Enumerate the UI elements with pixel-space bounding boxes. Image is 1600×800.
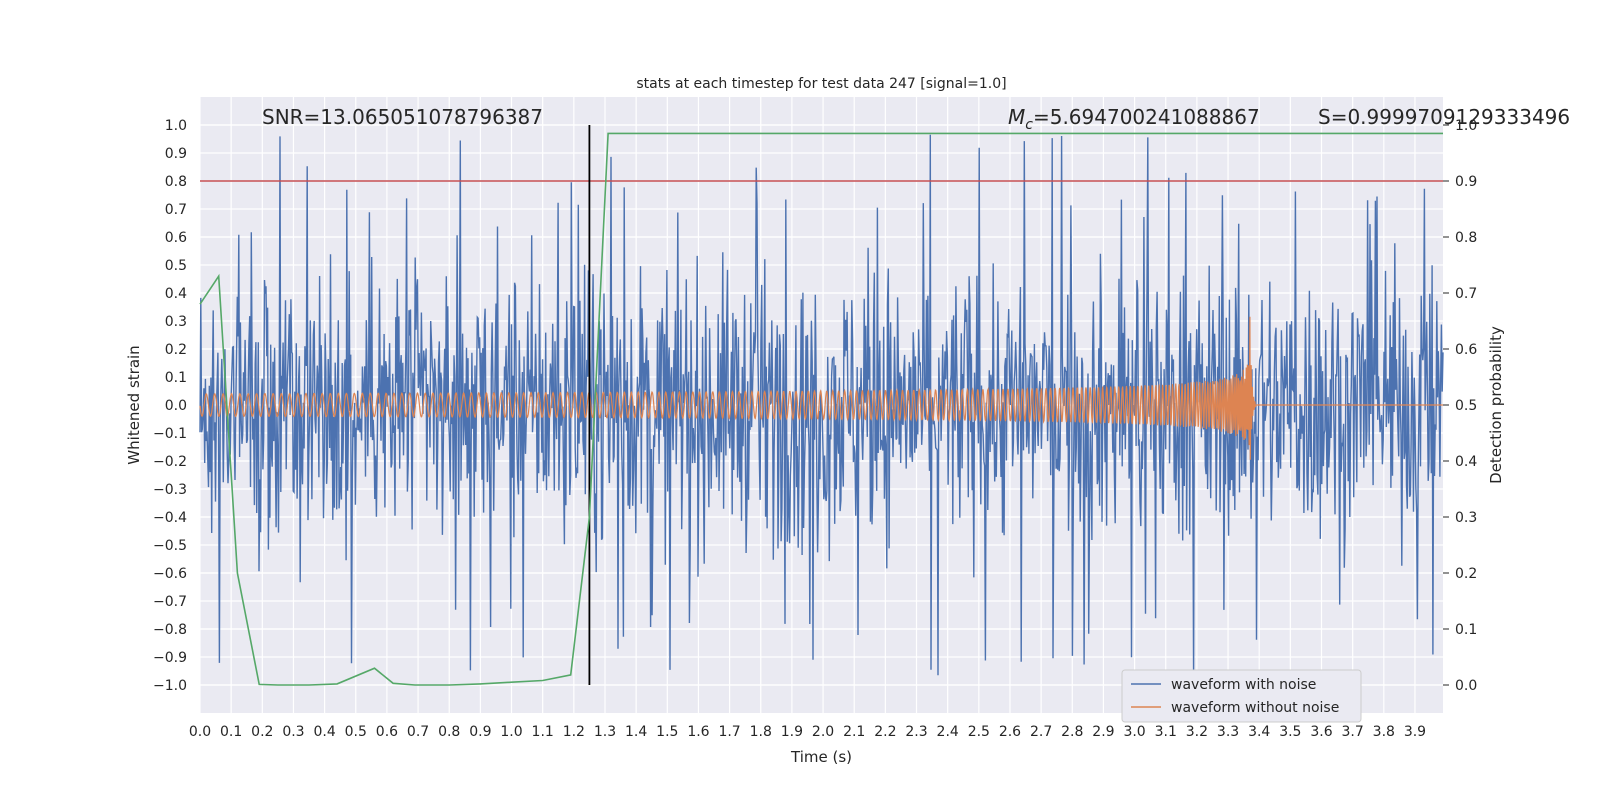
x-tick-label: 0.5 <box>345 724 367 740</box>
x-tick-label: 2.3 <box>905 724 927 740</box>
y2-tick-label: 0.6 <box>1455 342 1477 358</box>
x-tick-label: 2.6 <box>999 724 1021 740</box>
y-tick-label: −0.9 <box>153 650 187 666</box>
x-tick-label: 1.9 <box>781 724 803 740</box>
y-tick-label: −0.3 <box>153 482 187 498</box>
chirp-mass-annotation: Mc=5.694700241088867 <box>1008 105 1260 133</box>
y-tick-label: −0.5 <box>153 538 187 554</box>
x-tick-label: 1.1 <box>532 724 554 740</box>
x-tick-label: 2.8 <box>1061 724 1083 740</box>
y-tick-label: 0.5 <box>165 258 187 274</box>
series-waveform-without-noise <box>199 316 1443 460</box>
x-tick-label: 0.6 <box>376 724 398 740</box>
x-axis-ticks: 0.0 0.1 0.2 0.3 0.4 0.5 0.6 0.7 0.8 0.9 1.0 1.1 1.2 1… <box>189 724 1426 740</box>
x-tick-label: 0.3 <box>282 724 304 740</box>
x-tick-label: 3.8 <box>1373 724 1395 740</box>
x-tick-label: 1.0 <box>500 724 522 740</box>
x-tick-label: 3.4 <box>1248 724 1270 740</box>
x-tick-label: 1.8 <box>750 724 772 740</box>
y-axis-ticks: 1.0 0.9 0.8 0.7 0.6 0.5 0.4 0.3 0.2 0.1 0.0 −0.1 −0.… <box>153 118 187 694</box>
y-tick-label: 0.4 <box>165 286 187 302</box>
x-tick-label: 2.4 <box>937 724 959 740</box>
x-tick-label: 3.0 <box>1123 724 1145 740</box>
x-tick-label: 1.2 <box>563 724 585 740</box>
y2-tick-label: 1.0 <box>1455 118 1477 134</box>
y2-tick-label: 0.1 <box>1455 622 1477 638</box>
y-tick-label: 0.0 <box>165 398 187 414</box>
x-tick-label: 3.2 <box>1186 724 1208 740</box>
y2-tick-label: 0.3 <box>1455 510 1477 526</box>
y2-tick-label: 0.8 <box>1455 230 1477 246</box>
y-tick-label: 0.6 <box>165 230 187 246</box>
x-tick-label: 3.1 <box>1155 724 1177 740</box>
y2-tick-label: 0.4 <box>1455 454 1477 470</box>
y-tick-label: 1.0 <box>165 118 187 134</box>
chirp-mass-value: =5.694700241088867 <box>1033 105 1260 129</box>
x-tick-label: 2.2 <box>874 724 896 740</box>
x-tick-label: 3.6 <box>1310 724 1332 740</box>
y2-axis-label: Detection probability <box>1487 326 1505 484</box>
y-axis-label: Whitened strain <box>125 345 143 464</box>
y-tick-label: −0.4 <box>153 510 187 526</box>
x-tick-label: 2.0 <box>812 724 834 740</box>
x-tick-label: 1.4 <box>625 724 647 740</box>
y2-tick-label: 0.5 <box>1455 398 1477 414</box>
y2-tick-label: 0.0 <box>1455 678 1477 694</box>
x-tick-label: 0.2 <box>251 724 273 740</box>
legend: waveform with noise waveform without noi… <box>1121 669 1362 723</box>
legend-label-waveform-with-noise: waveform with noise <box>1171 677 1316 693</box>
x-tick-label: 2.7 <box>1030 724 1052 740</box>
x-tick-label: 1.3 <box>594 724 616 740</box>
y-tick-label: 0.2 <box>165 342 187 358</box>
series-detection-probability <box>199 132 1443 686</box>
y2-axis-ticks: 1.0 0.9 0.8 0.7 0.6 0.5 0.4 0.3 0.2 0.1 0.0 <box>1443 118 1477 694</box>
detection-probability-line <box>199 132 1443 686</box>
x-tick-label: 1.6 <box>687 724 709 740</box>
x-tick-label: 0.1 <box>220 724 242 740</box>
x-tick-label: 3.3 <box>1217 724 1239 740</box>
y-tick-label: −0.7 <box>153 594 187 610</box>
x-axis-label: Time (s) <box>790 748 852 766</box>
x-tick-label: 0.7 <box>407 724 429 740</box>
y-tick-label: 0.1 <box>165 370 187 386</box>
y-tick-label: −0.8 <box>153 622 187 638</box>
y-tick-label: 0.3 <box>165 314 187 330</box>
legend-box <box>1121 669 1362 723</box>
x-tick-label: 2.5 <box>968 724 990 740</box>
x-tick-label: 3.9 <box>1404 724 1426 740</box>
y-tick-label: 0.7 <box>165 202 187 218</box>
y-tick-label: −0.1 <box>153 426 187 442</box>
x-tick-label: 0.8 <box>438 724 460 740</box>
x-tick-label: 2.1 <box>843 724 865 740</box>
y2-tick-label: 0.9 <box>1455 174 1477 190</box>
chirp-mass-subscript: c <box>1025 117 1033 133</box>
x-tick-label: 0.9 <box>469 724 491 740</box>
waveform-without-noise-line <box>199 316 1443 460</box>
x-tick-label: 1.5 <box>656 724 678 740</box>
y-tick-label: −1.0 <box>153 678 187 694</box>
score-annotation: S=0.9999709129333496 <box>1318 105 1570 129</box>
legend-label-waveform-without-noise: waveform without noise <box>1171 700 1339 716</box>
x-tick-label: 2.9 <box>1092 724 1114 740</box>
chirp-mass-symbol: M <box>1008 105 1025 129</box>
y-tick-label: −0.2 <box>153 454 187 470</box>
y2-tick-label: 0.2 <box>1455 566 1477 582</box>
x-tick-label: 1.7 <box>718 724 740 740</box>
y-tick-label: −0.6 <box>153 566 187 582</box>
snr-annotation: SNR=13.065051078796387 <box>262 105 543 129</box>
x-tick-label: 3.5 <box>1279 724 1301 740</box>
x-tick-label: 3.7 <box>1342 724 1364 740</box>
y-tick-label: 0.9 <box>165 146 187 162</box>
y2-tick-label: 0.7 <box>1455 286 1477 302</box>
y-tick-label: 0.8 <box>165 174 187 190</box>
x-tick-label: 0.0 <box>189 724 211 740</box>
x-tick-label: 0.4 <box>313 724 335 740</box>
chart-title: stats at each timestep for test data 247… <box>636 76 1006 92</box>
